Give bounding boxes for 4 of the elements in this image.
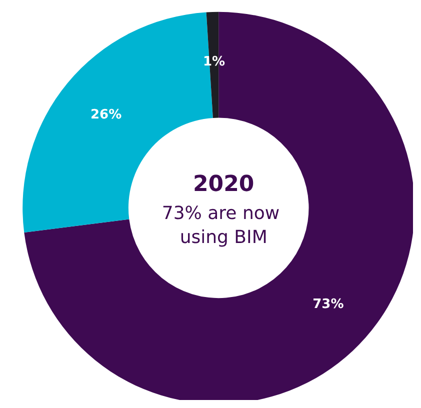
text: 73% are now using BIM bbox=[162, 203, 286, 248]
data-label: 73% bbox=[312, 297, 344, 312]
data-label: 26% bbox=[90, 107, 122, 122]
text: 2020 bbox=[192, 172, 254, 198]
